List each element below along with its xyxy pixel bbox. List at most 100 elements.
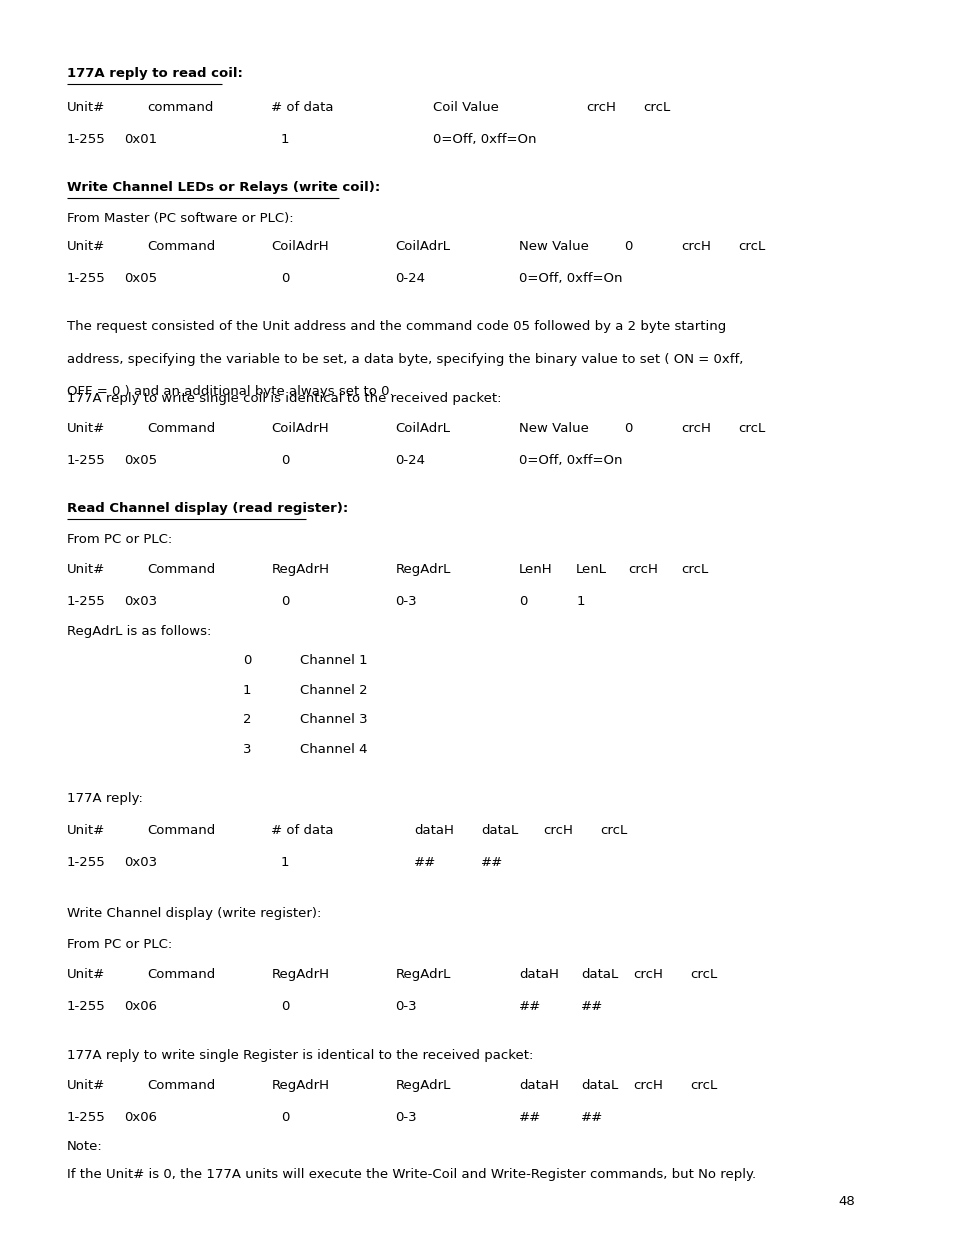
Text: 0=Off, 0xff=On: 0=Off, 0xff=On	[518, 453, 622, 467]
Text: 177A reply to write single coil is identical to the received packet:: 177A reply to write single coil is ident…	[67, 391, 500, 405]
Text: 1: 1	[576, 594, 584, 608]
Text: 1: 1	[281, 856, 289, 869]
Text: 177A reply to write single Register is identical to the received packet:: 177A reply to write single Register is i…	[67, 1049, 533, 1062]
Text: ##: ##	[518, 999, 540, 1013]
Text: The request consisted of the Unit address and the command code 05 followed by a : The request consisted of the Unit addres…	[67, 320, 725, 333]
Text: 0-24: 0-24	[395, 453, 425, 467]
Text: address, specifying the variable to be set, a data byte, specifying the binary v: address, specifying the variable to be s…	[67, 352, 742, 366]
Text: 1-255: 1-255	[67, 272, 106, 285]
Text: crcH: crcH	[542, 824, 572, 837]
Text: If the Unit# is 0, the 177A units will execute the Write-Coil and Write-Register: If the Unit# is 0, the 177A units will e…	[67, 1167, 755, 1181]
Text: 0x01: 0x01	[124, 132, 157, 146]
Text: crcL: crcL	[738, 421, 764, 435]
Text: dataL: dataL	[580, 1078, 618, 1092]
Text: Read Channel display (read register):: Read Channel display (read register):	[67, 501, 348, 515]
Text: From PC or PLC:: From PC or PLC:	[67, 937, 172, 951]
Text: dataL: dataL	[480, 824, 517, 837]
Text: Channel 1: Channel 1	[299, 653, 367, 667]
Text: Channel 3: Channel 3	[299, 713, 367, 726]
Text: 0-24: 0-24	[395, 272, 425, 285]
Text: dataL: dataL	[580, 967, 618, 981]
Text: # of data: # of data	[272, 100, 334, 114]
Text: 0-3: 0-3	[395, 594, 416, 608]
Text: 0: 0	[281, 1110, 289, 1124]
Text: 0x03: 0x03	[124, 856, 157, 869]
Text: 1-255: 1-255	[67, 999, 106, 1013]
Text: ##: ##	[580, 999, 602, 1013]
Text: Coil Value: Coil Value	[433, 100, 498, 114]
Text: Command: Command	[148, 967, 215, 981]
Text: ##: ##	[518, 1110, 540, 1124]
Text: RegAdrH: RegAdrH	[272, 967, 329, 981]
Text: 48: 48	[838, 1194, 854, 1208]
Text: From PC or PLC:: From PC or PLC:	[67, 532, 172, 546]
Text: dataH: dataH	[518, 1078, 558, 1092]
Text: CoilAdrH: CoilAdrH	[272, 240, 329, 253]
Text: CoilAdrL: CoilAdrL	[395, 240, 450, 253]
Text: New Value: New Value	[518, 421, 588, 435]
Text: RegAdrH: RegAdrH	[272, 1078, 329, 1092]
Text: Channel 4: Channel 4	[299, 742, 367, 756]
Text: 0=Off, 0xff=On: 0=Off, 0xff=On	[518, 272, 622, 285]
Text: 0x05: 0x05	[124, 453, 157, 467]
Text: crcL: crcL	[690, 967, 717, 981]
Text: dataH: dataH	[414, 824, 454, 837]
Text: 0x03: 0x03	[124, 594, 157, 608]
Text: crcH: crcH	[680, 240, 710, 253]
Text: crcH: crcH	[680, 421, 710, 435]
Text: ##: ##	[414, 856, 436, 869]
Text: dataH: dataH	[518, 967, 558, 981]
Text: Command: Command	[148, 1078, 215, 1092]
Text: 1-255: 1-255	[67, 132, 106, 146]
Text: Unit#: Unit#	[67, 1078, 105, 1092]
Text: command: command	[148, 100, 213, 114]
Text: 0: 0	[281, 594, 289, 608]
Text: 0x06: 0x06	[124, 999, 156, 1013]
Text: New Value: New Value	[518, 240, 588, 253]
Text: crcH: crcH	[585, 100, 615, 114]
Text: 0: 0	[623, 240, 632, 253]
Text: RegAdrL: RegAdrL	[395, 967, 450, 981]
Text: crcH: crcH	[633, 967, 662, 981]
Text: Command: Command	[148, 240, 215, 253]
Text: CoilAdrH: CoilAdrH	[272, 421, 329, 435]
Text: Channel 2: Channel 2	[299, 683, 367, 697]
Text: Write Channel LEDs or Relays (write coil):: Write Channel LEDs or Relays (write coil…	[67, 180, 379, 194]
Text: crcL: crcL	[690, 1078, 717, 1092]
Text: Unit#: Unit#	[67, 967, 105, 981]
Text: 2: 2	[243, 713, 252, 726]
Text: RegAdrL: RegAdrL	[395, 562, 450, 576]
Text: Command: Command	[148, 562, 215, 576]
Text: 0: 0	[281, 453, 289, 467]
Text: 0: 0	[623, 421, 632, 435]
Text: crcH: crcH	[628, 562, 658, 576]
Text: 0-3: 0-3	[395, 1110, 416, 1124]
Text: Unit#: Unit#	[67, 240, 105, 253]
Text: 1: 1	[281, 132, 289, 146]
Text: OFF = 0 ) and an additional byte always set to 0.: OFF = 0 ) and an additional byte always …	[67, 384, 393, 398]
Text: crcL: crcL	[680, 562, 707, 576]
Text: Unit#: Unit#	[67, 824, 105, 837]
Text: 0: 0	[281, 272, 289, 285]
Text: Command: Command	[148, 824, 215, 837]
Text: ##: ##	[480, 856, 503, 869]
Text: From Master (PC software or PLC):: From Master (PC software or PLC):	[67, 211, 293, 225]
Text: 3: 3	[243, 742, 252, 756]
Text: 0x05: 0x05	[124, 272, 157, 285]
Text: 0: 0	[518, 594, 527, 608]
Text: # of data: # of data	[272, 824, 334, 837]
Text: Unit#: Unit#	[67, 421, 105, 435]
Text: 0: 0	[243, 653, 251, 667]
Text: 1-255: 1-255	[67, 1110, 106, 1124]
Text: RegAdrL is as follows:: RegAdrL is as follows:	[67, 625, 211, 638]
Text: 1-255: 1-255	[67, 453, 106, 467]
Text: Write Channel display (write register):: Write Channel display (write register):	[67, 906, 321, 920]
Text: LenL: LenL	[576, 562, 607, 576]
Text: Command: Command	[148, 421, 215, 435]
Text: CoilAdrL: CoilAdrL	[395, 421, 450, 435]
Text: crcL: crcL	[642, 100, 669, 114]
Text: Unit#: Unit#	[67, 562, 105, 576]
Text: 177A reply to read coil:: 177A reply to read coil:	[67, 67, 242, 80]
Text: 1-255: 1-255	[67, 856, 106, 869]
Text: 0-3: 0-3	[395, 999, 416, 1013]
